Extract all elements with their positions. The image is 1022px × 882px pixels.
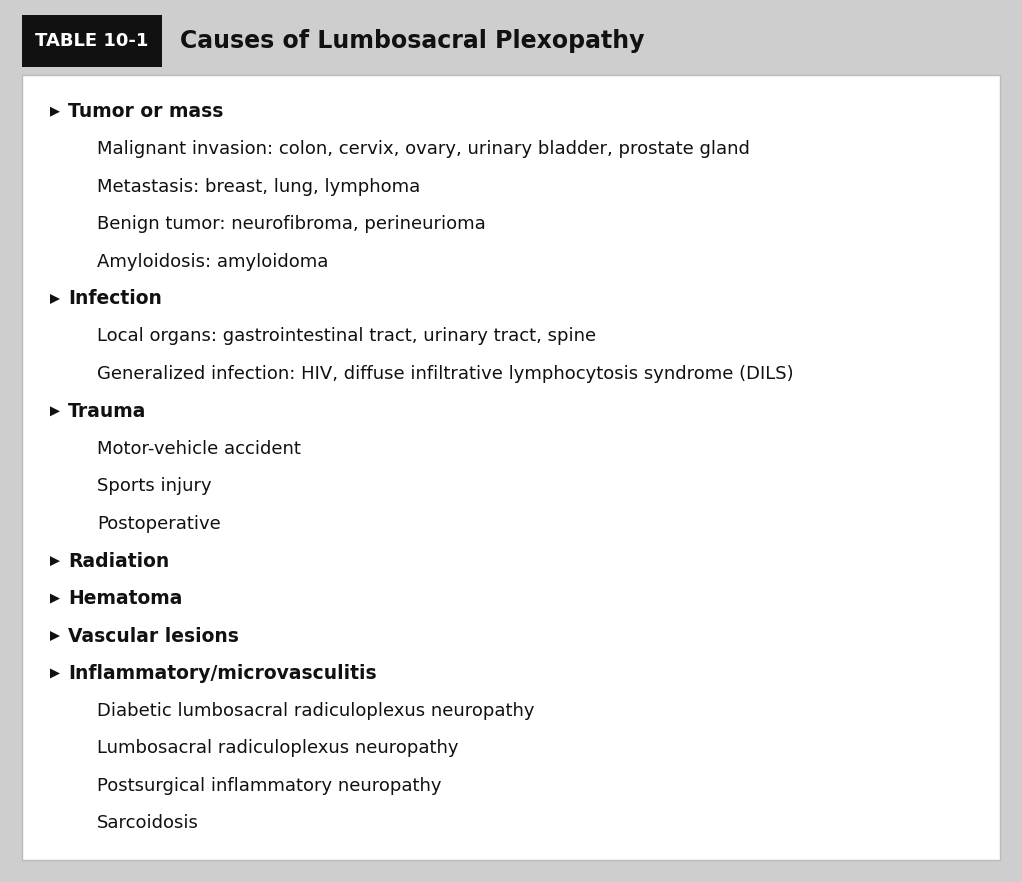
Text: Malignant invasion: colon, cervix, ovary, urinary bladder, prostate gland: Malignant invasion: colon, cervix, ovary… [97,140,750,158]
Polygon shape [50,669,60,678]
Text: Benign tumor: neurofibroma, perineurioma: Benign tumor: neurofibroma, perineurioma [97,215,485,233]
Text: Diabetic lumbosacral radiculoplexus neuropathy: Diabetic lumbosacral radiculoplexus neur… [97,702,535,720]
Text: Vascular lesions: Vascular lesions [68,626,239,646]
Text: Radiation: Radiation [68,551,170,571]
Text: Inflammatory/microvasculitis: Inflammatory/microvasculitis [68,664,377,683]
Text: Postsurgical inflammatory neuropathy: Postsurgical inflammatory neuropathy [97,777,442,795]
Text: Local organs: gastrointestinal tract, urinary tract, spine: Local organs: gastrointestinal tract, ur… [97,327,596,346]
Polygon shape [50,557,60,566]
Text: Tumor or mass: Tumor or mass [68,102,224,121]
Text: TABLE 10-1: TABLE 10-1 [36,32,148,50]
Text: Hematoma: Hematoma [68,589,182,608]
Text: Causes of Lumbosacral Plexopathy: Causes of Lumbosacral Plexopathy [180,29,645,53]
Text: Motor-vehicle accident: Motor-vehicle accident [97,440,300,458]
Polygon shape [50,407,60,416]
Bar [22,15,162,67]
Bar [22,75,1000,860]
Polygon shape [50,294,60,304]
Text: Sarcoidosis: Sarcoidosis [97,814,199,833]
Polygon shape [50,107,60,116]
Text: Postoperative: Postoperative [97,515,221,533]
Polygon shape [50,631,60,641]
Text: Infection: Infection [68,289,161,309]
Text: Amyloidosis: amyloidoma: Amyloidosis: amyloidoma [97,252,328,271]
Text: Sports injury: Sports injury [97,477,212,495]
Text: Trauma: Trauma [68,402,146,421]
Text: Lumbosacral radiculoplexus neuropathy: Lumbosacral radiculoplexus neuropathy [97,739,459,758]
Polygon shape [50,594,60,603]
Text: Generalized infection: HIV, diffuse infiltrative lymphocytosis syndrome (DILS): Generalized infection: HIV, diffuse infi… [97,365,794,383]
Text: Metastasis: breast, lung, lymphoma: Metastasis: breast, lung, lymphoma [97,177,420,196]
